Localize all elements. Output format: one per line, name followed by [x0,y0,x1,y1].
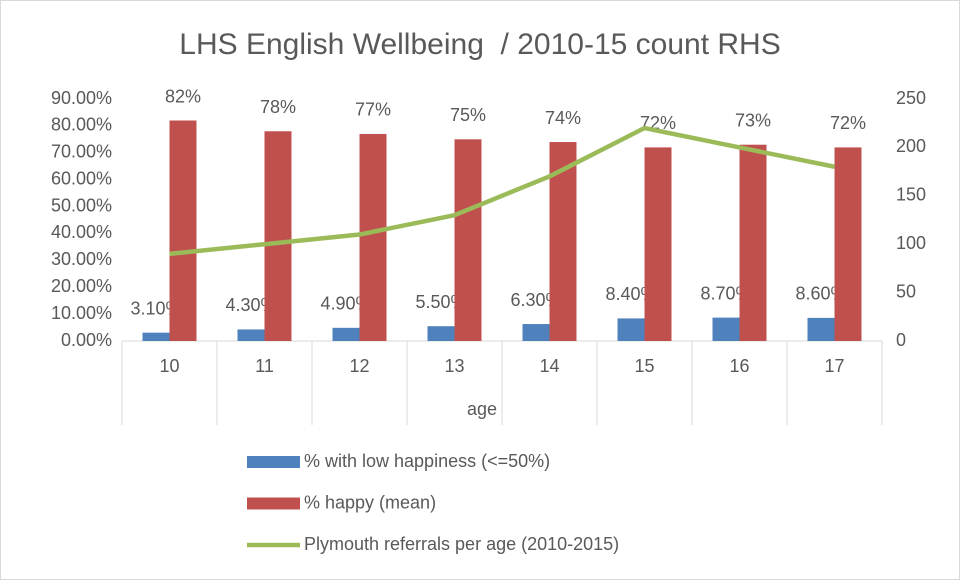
bar [169,120,197,341]
data-label: 78% [260,97,296,117]
x-tick-label: 16 [729,356,749,376]
data-label: 77% [355,100,391,120]
chart-title: LHS English Wellbeing / 2010-15 count RH… [179,28,780,61]
y2-tick-label: 100 [896,233,926,253]
bar [807,317,835,341]
y-tick-label: 60.00% [51,168,112,188]
y-tick-label: 40.00% [51,222,112,242]
bar [359,133,387,341]
y-tick-label: 10.00% [51,303,112,323]
y2-tick-label: 50 [896,281,916,301]
bar [332,327,360,341]
bar [712,317,740,341]
legend-label: % with low happiness (<=50%) [304,451,550,471]
x-tick-label: 12 [349,356,369,376]
bar [142,332,170,341]
bar [454,139,482,341]
x-tick-label: 10 [159,356,179,376]
y2-tick-label: 250 [896,88,926,108]
bar [237,329,265,341]
data-label: 4.90% [320,294,371,314]
legend-label: % happy (mean) [304,492,436,512]
y-tick-label: 90.00% [51,88,112,108]
data-label: 5.50% [415,292,466,312]
bar [264,131,292,341]
data-label: 4.30% [225,295,276,315]
x-axis-label: age [467,399,497,419]
y2-tick-label: 200 [896,136,926,156]
bar [739,144,767,341]
legend-swatch [247,456,300,468]
y-tick-label: 0.00% [61,330,112,350]
bar [644,147,672,341]
y-tick-label: 70.00% [51,142,112,162]
data-label: 73% [735,110,771,130]
data-label: 8.40% [605,284,656,304]
y-tick-label: 50.00% [51,195,112,215]
data-label: 3.10% [130,298,181,318]
data-label: 8.60% [795,284,846,304]
x-tick-label: 11 [255,356,274,376]
y-tick-label: 30.00% [51,249,112,269]
bar [834,147,862,341]
legend-swatch [247,497,300,510]
x-tick-label: 17 [824,356,844,376]
y-tick-label: 20.00% [51,276,112,296]
bar [427,326,455,341]
x-tick-label: 15 [634,356,654,376]
bar [617,318,645,341]
line-series [169,125,835,257]
data-label: 8.70% [700,283,751,303]
y-tick-label: 80.00% [51,115,112,135]
bar [522,324,550,341]
data-label: 72% [830,113,866,133]
x-tick-label: 13 [444,356,464,376]
y2-tick-label: 150 [896,185,926,205]
data-label: 6.30% [510,290,561,310]
legend-label: Plymouth referrals per age (2010-2015) [304,534,619,554]
data-label: 74% [545,108,581,128]
y2-tick-label: 0 [896,330,906,350]
data-label: 82% [165,86,201,106]
data-label: 75% [450,105,486,125]
x-tick-label: 14 [539,356,559,376]
